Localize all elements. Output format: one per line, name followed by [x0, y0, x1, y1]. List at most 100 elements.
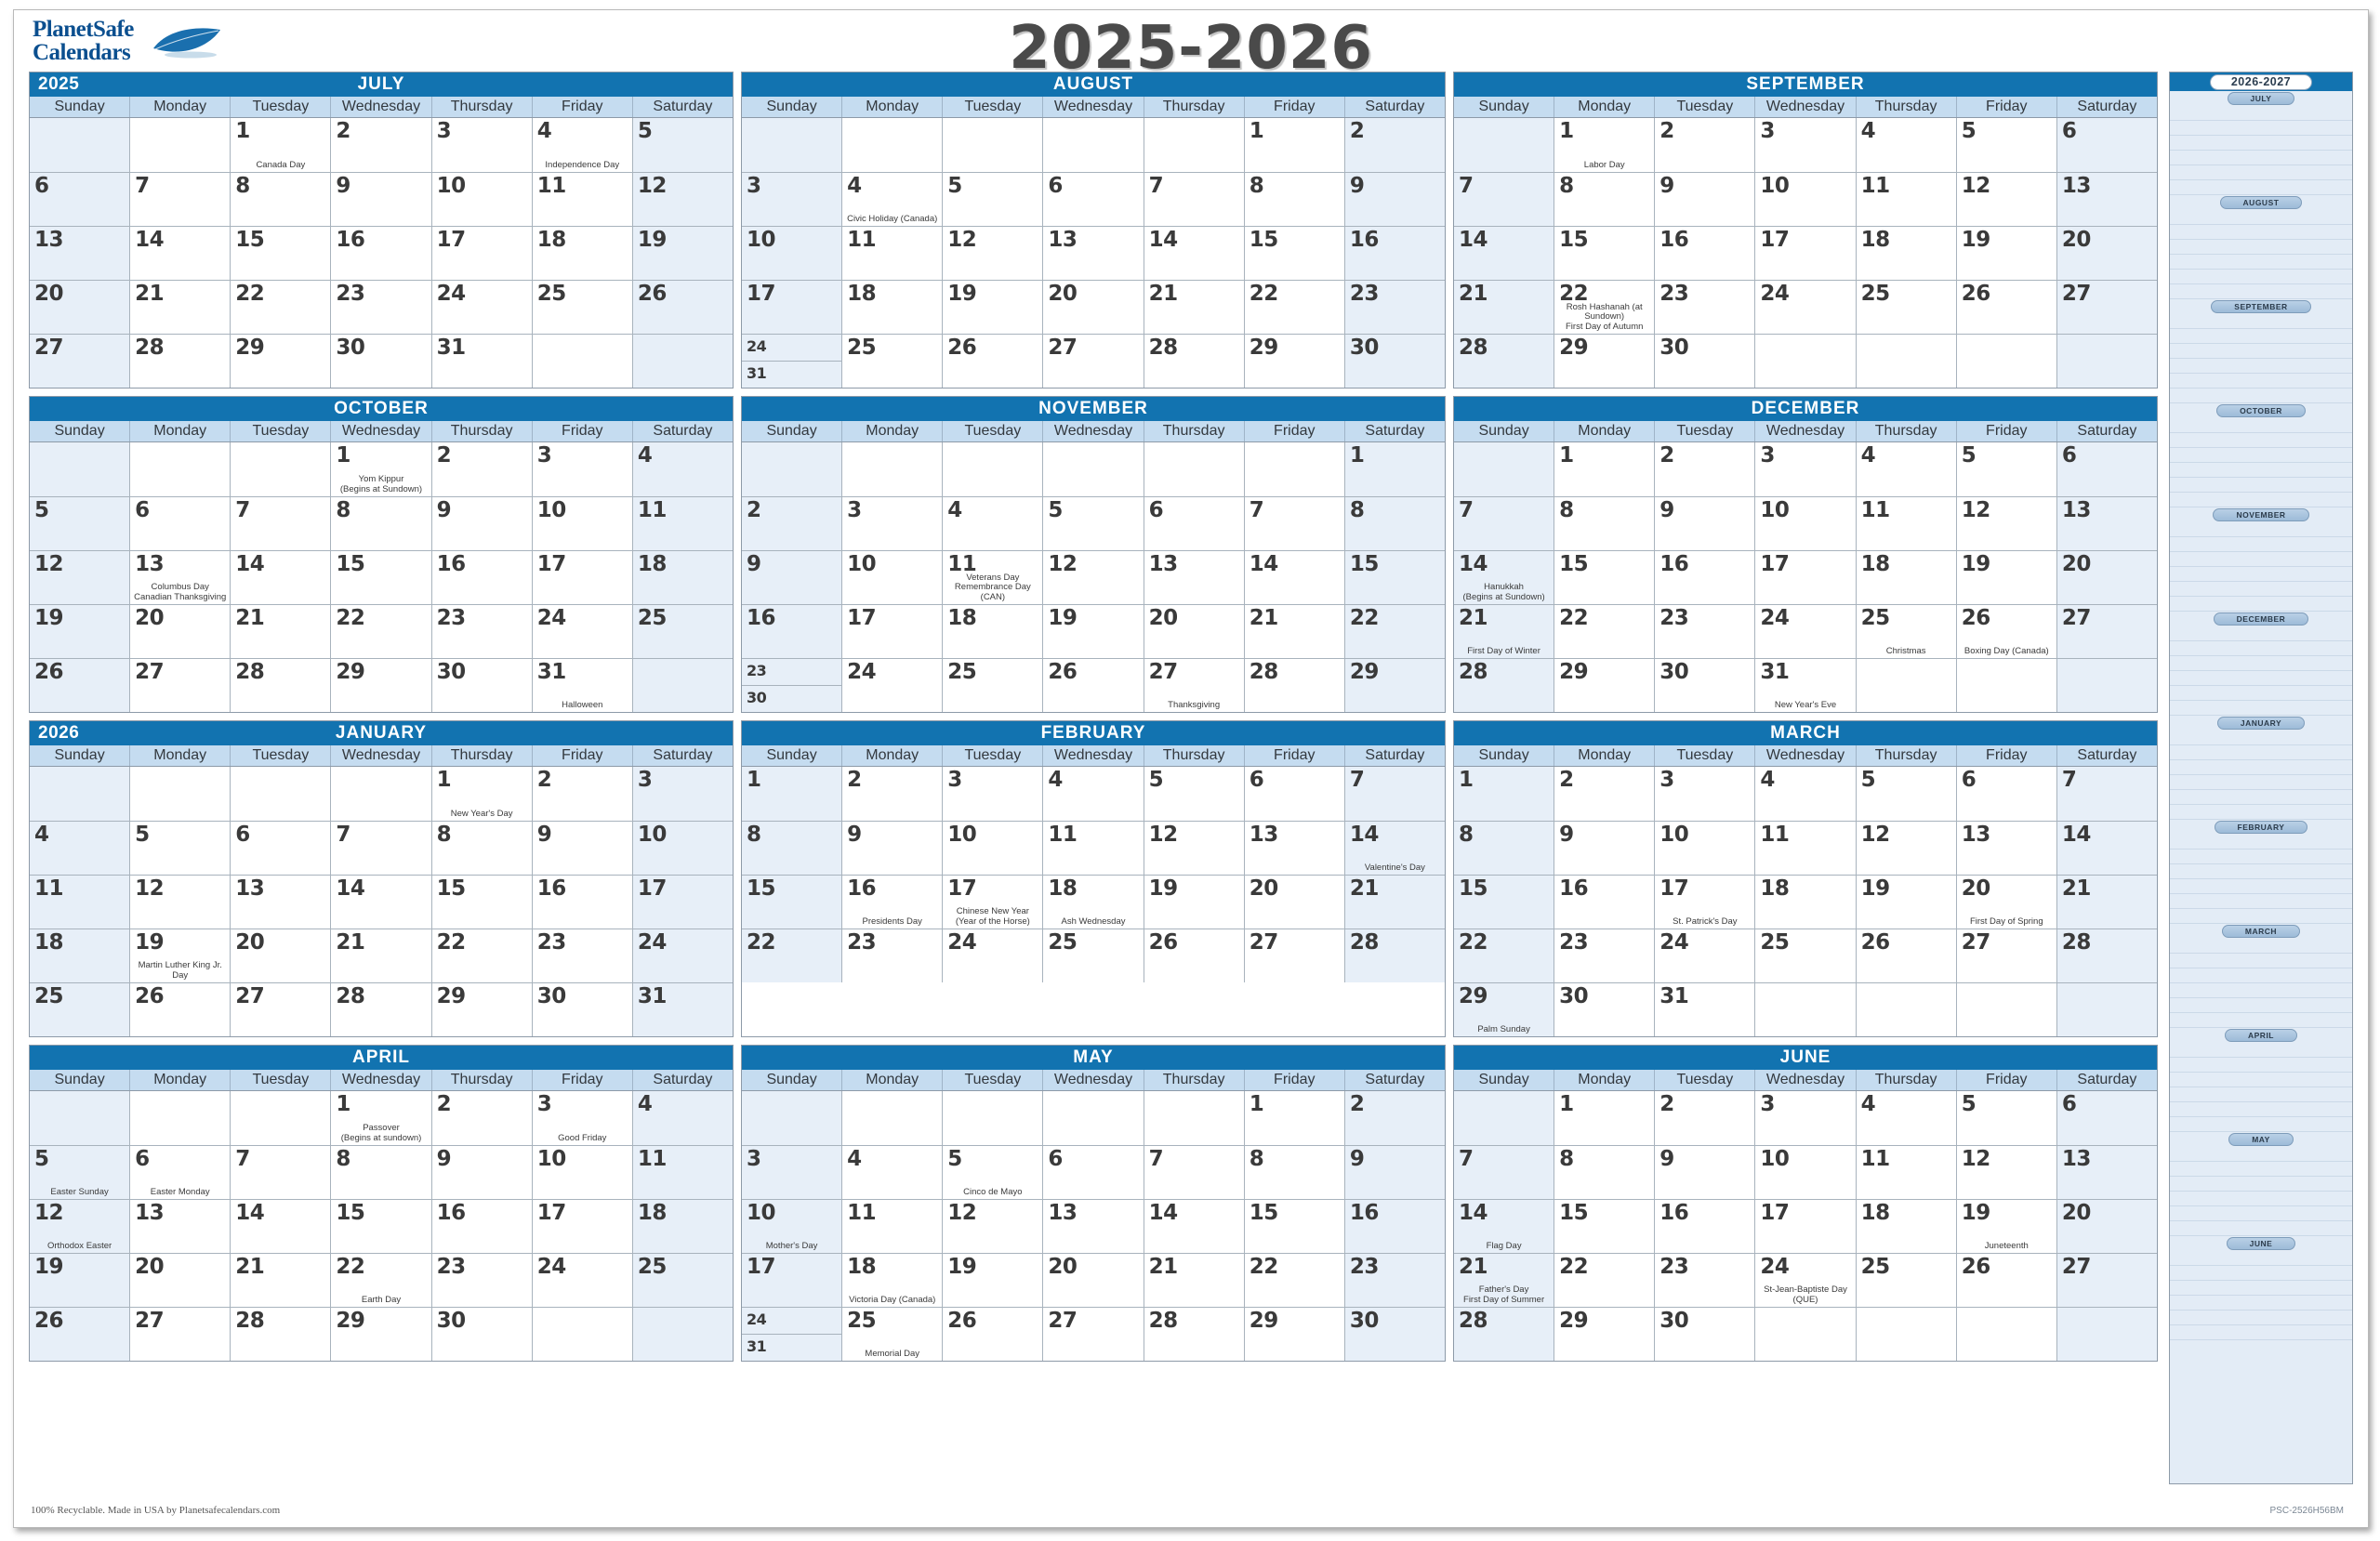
day-cell[interactable]: 11 — [30, 876, 131, 929]
note-line[interactable] — [2170, 656, 2352, 671]
day-cell[interactable] — [943, 118, 1044, 172]
day-cell[interactable]: 31 — [431, 335, 533, 388]
day-cell[interactable] — [331, 767, 432, 821]
note-line[interactable] — [2170, 1013, 2352, 1028]
day-cell[interactable]: 16 — [1655, 1200, 1756, 1253]
sidebar-note-lines[interactable] — [2170, 1251, 2352, 1340]
day-cell[interactable]: 20 — [1244, 876, 1345, 929]
day-cell[interactable]: 18 — [842, 281, 944, 334]
day-cell[interactable]: 9 — [532, 822, 633, 875]
day-cell[interactable] — [1454, 442, 1555, 496]
day-cell[interactable]: 16 — [1655, 551, 1756, 604]
note-line[interactable] — [2170, 121, 2352, 136]
day-cell[interactable] — [231, 767, 332, 821]
day-cell[interactable]: 19 — [30, 605, 131, 658]
day-cell[interactable]: 21 Father's Day First Day of Summer — [1454, 1254, 1555, 1307]
day-cell[interactable]: 9 — [1655, 497, 1756, 550]
sidebar-note-lines[interactable] — [2170, 626, 2352, 716]
day-cell[interactable]: 19 — [943, 281, 1044, 334]
day-cell[interactable]: 8 — [331, 497, 432, 550]
day-cell[interactable]: 2 — [1344, 1091, 1445, 1145]
day-cell[interactable]: 21 — [130, 281, 231, 334]
day-cell[interactable]: 29 — [1554, 1308, 1656, 1361]
day-cell[interactable]: 3 Good Friday — [532, 1091, 633, 1145]
sidebar-note-lines[interactable] — [2170, 210, 2352, 299]
day-cell[interactable] — [2056, 335, 2157, 388]
day-cell[interactable] — [742, 118, 843, 172]
day-cell[interactable] — [842, 442, 944, 496]
day-cell[interactable] — [1454, 118, 1555, 172]
note-line[interactable] — [2170, 1117, 2352, 1132]
day-cell[interactable]: 11 — [1856, 497, 1957, 550]
day-cell[interactable]: 26 — [1956, 281, 2057, 334]
day-cell[interactable]: 5 — [1956, 442, 2057, 496]
day-cell[interactable]: 12 — [1856, 822, 1957, 875]
day-cell[interactable] — [1956, 335, 2057, 388]
day-cell[interactable]: 14 — [231, 1200, 332, 1253]
note-line[interactable] — [2170, 552, 2352, 567]
day-cell[interactable]: 20 — [1043, 281, 1144, 334]
day-cell[interactable]: 11 — [842, 227, 944, 280]
note-line[interactable] — [2170, 1058, 2352, 1073]
day-cell[interactable]: 24 — [532, 1254, 633, 1307]
day-cell[interactable]: 27 Thanksgiving — [1144, 659, 1245, 712]
day-cell[interactable]: 29 Palm Sunday — [1454, 983, 1555, 1036]
note-line[interactable] — [2170, 701, 2352, 716]
day-cell[interactable] — [632, 659, 733, 712]
day-cell[interactable]: 10 — [1755, 497, 1857, 550]
note-line[interactable] — [2170, 448, 2352, 463]
day-cell[interactable]: 30 — [331, 335, 432, 388]
day-cell[interactable]: 8 — [1454, 822, 1555, 875]
day-cell[interactable]: 7 — [331, 822, 432, 875]
day-cell[interactable]: 9 — [1655, 173, 1756, 226]
day-cell[interactable]: 13 — [1244, 822, 1345, 875]
day-cell[interactable]: 2 — [431, 442, 533, 496]
day-cell[interactable]: 9 — [331, 173, 432, 226]
day-cell[interactable]: 17 Chinese New Year (Year of the Horse) — [943, 876, 1044, 929]
day-cell-half[interactable]: 30 — [742, 686, 841, 713]
day-cell[interactable]: 27 — [231, 983, 332, 1036]
day-cell[interactable]: 31 — [1655, 983, 1756, 1036]
day-cell[interactable]: 11 — [842, 1200, 944, 1253]
day-cell[interactable]: 20 — [2056, 1200, 2157, 1253]
day-cell[interactable]: 10 — [532, 1146, 633, 1199]
day-cell[interactable]: 23 — [842, 929, 944, 982]
day-cell[interactable]: 4 — [632, 1091, 733, 1145]
day-cell[interactable]: 5 — [632, 118, 733, 172]
day-cell[interactable]: 7 — [231, 497, 332, 550]
day-cell[interactable] — [632, 335, 733, 388]
day-cell[interactable]: 27 — [1043, 1308, 1144, 1361]
day-cell[interactable]: 3 — [742, 1146, 843, 1199]
day-cell[interactable]: 5 — [1956, 1091, 2057, 1145]
day-cell[interactable]: 11 — [1856, 1146, 1957, 1199]
day-cell[interactable] — [1043, 118, 1144, 172]
day-cell[interactable]: 27 — [2056, 605, 2157, 658]
day-cell[interactable]: 10 — [431, 173, 533, 226]
day-cell[interactable]: 15 — [742, 876, 843, 929]
note-line[interactable] — [2170, 1177, 2352, 1192]
day-cell[interactable]: 8 — [431, 822, 533, 875]
day-cell[interactable]: 7 — [231, 1146, 332, 1199]
sidebar-note-lines[interactable] — [2170, 1147, 2352, 1236]
day-cell[interactable]: 16 — [1655, 227, 1756, 280]
day-cell[interactable]: 24 St-Jean-Baptiste Day (QUE) — [1755, 1254, 1857, 1307]
day-cell[interactable]: 12 — [130, 876, 231, 929]
day-cell[interactable]: 12 — [1956, 497, 2057, 550]
day-cell[interactable]: 10 — [532, 497, 633, 550]
day-cell[interactable]: 28 — [1454, 335, 1555, 388]
day-cell[interactable]: 6 — [2056, 442, 2157, 496]
day-cell[interactable]: 14 — [1144, 227, 1245, 280]
day-cell[interactable]: 14 — [331, 876, 432, 929]
day-cell[interactable]: 15 — [1554, 227, 1656, 280]
day-cell[interactable]: 19 — [1956, 227, 2057, 280]
day-cell[interactable]: 23 30 — [742, 659, 843, 713]
day-cell-half[interactable]: 24 — [742, 1308, 842, 1335]
day-cell[interactable]: 17 — [431, 227, 533, 280]
day-cell[interactable] — [943, 1091, 1044, 1145]
day-cell-half[interactable]: 31 — [742, 362, 841, 389]
day-cell[interactable]: 16 — [1344, 227, 1445, 280]
day-cell[interactable]: 16 — [742, 605, 843, 658]
day-cell[interactable]: 7 — [1144, 173, 1245, 226]
day-cell[interactable]: 15 — [1244, 1200, 1345, 1253]
note-line[interactable] — [2170, 1087, 2352, 1102]
